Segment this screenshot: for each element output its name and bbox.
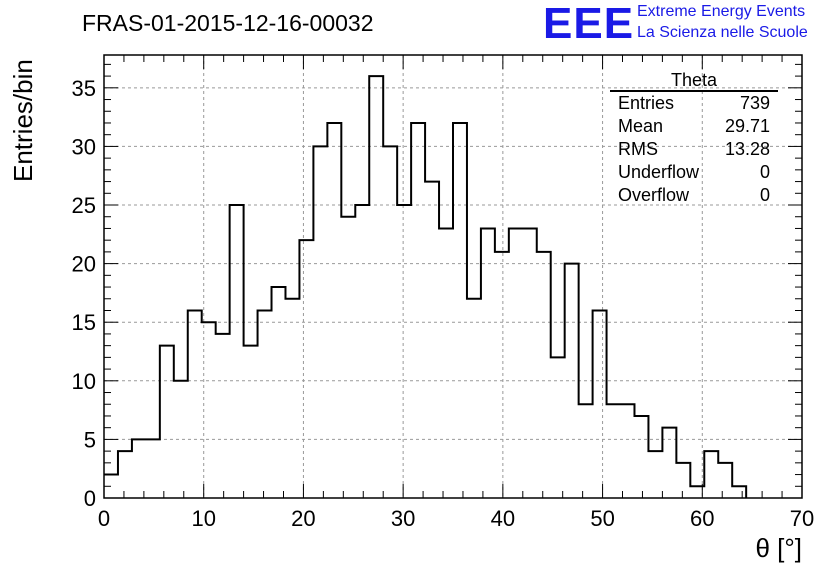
y-tick-label: 25 — [72, 193, 96, 218]
stats-row: Entries 739 — [610, 92, 778, 115]
stats-label: RMS — [618, 139, 658, 159]
y-tick-label: 20 — [72, 252, 96, 277]
y-tick-label: 10 — [72, 369, 96, 394]
stats-label: Entries — [618, 93, 675, 113]
y-tick-label: 5 — [84, 427, 96, 452]
stats-value: 0 — [759, 162, 770, 182]
x-tick-label: 70 — [790, 506, 814, 531]
tick-labels: 0 10 20 30 40 50 60 70 0 5 10 15 20 25 30 35 — [72, 76, 815, 531]
y-tick-label: 30 — [72, 134, 96, 159]
x-axis-label: θ [°] — [755, 533, 802, 563]
stats-row: RMS 13.28 — [610, 138, 778, 161]
stats-value: 13.28 — [724, 139, 770, 159]
stats-value: 739 — [739, 93, 770, 113]
x-tick-label: 10 — [191, 506, 215, 531]
y-tick-label: 15 — [72, 310, 96, 335]
y-tick-label: 0 — [84, 486, 96, 511]
y-tick-label: 35 — [72, 76, 96, 101]
axes — [103, 54, 803, 499]
stats-label: Mean — [618, 116, 664, 136]
stats-title: Theta — [610, 70, 778, 92]
stats-value: 0 — [759, 185, 770, 205]
x-tick-label: 60 — [690, 506, 714, 531]
x-tick-label: 40 — [491, 506, 515, 531]
stats-row: Overflow 0 — [610, 184, 778, 207]
eee-logo: EEE — [543, 0, 635, 48]
x-tick-label: 30 — [391, 506, 415, 531]
x-tick-label: 20 — [291, 506, 315, 531]
logo-subtitle-line1: Extreme Energy Events — [637, 3, 806, 20]
stats-row: Underflow 0 — [610, 161, 778, 184]
stats-label: Underflow — [618, 162, 700, 182]
chart-title: FRAS-01-2015-12-16-00032 — [82, 10, 374, 36]
stats-label: Overflow — [618, 185, 690, 205]
x-tick-label: 50 — [590, 506, 614, 531]
logo-subtitle-line2: La Scienza nelle Scuole — [637, 24, 808, 41]
y-axis-label: Entries/bin — [8, 59, 38, 182]
histogram-step-line — [104, 75, 748, 498]
plot-frame — [103, 54, 803, 499]
stats-row: Mean 29.71 — [610, 115, 778, 138]
stats-value: 29.71 — [724, 116, 770, 136]
x-tick-label: 0 — [98, 506, 110, 531]
stats-box: Theta Entries 739 Mean 29.71 RMS 13.28 U… — [610, 70, 778, 207]
